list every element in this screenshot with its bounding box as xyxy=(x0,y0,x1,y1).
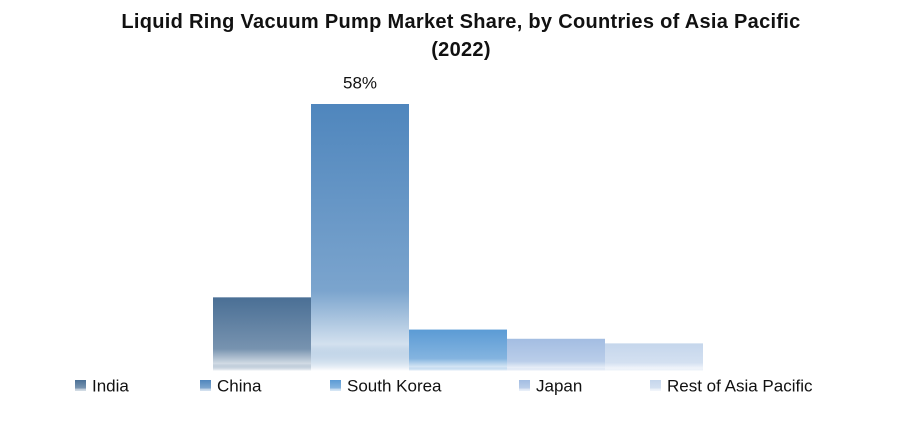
legend-marker xyxy=(200,380,211,391)
legend-label: China xyxy=(217,376,262,395)
bar xyxy=(213,297,311,371)
legend-marker xyxy=(519,380,530,391)
legend-label: India xyxy=(92,376,129,395)
bar xyxy=(605,343,703,371)
data-label: 58% xyxy=(343,73,377,92)
bar xyxy=(311,104,409,371)
bar xyxy=(409,329,507,371)
legend-label: Rest of Asia Pacific xyxy=(667,376,813,395)
chart-title: Liquid Ring Vacuum Pump Market Share, by… xyxy=(121,11,801,61)
legend-marker xyxy=(75,380,86,391)
bar xyxy=(507,338,605,371)
legend-marker xyxy=(330,380,341,391)
legend-marker xyxy=(650,380,661,391)
legend-label: Japan xyxy=(536,376,582,395)
legend-label: South Korea xyxy=(347,376,442,395)
